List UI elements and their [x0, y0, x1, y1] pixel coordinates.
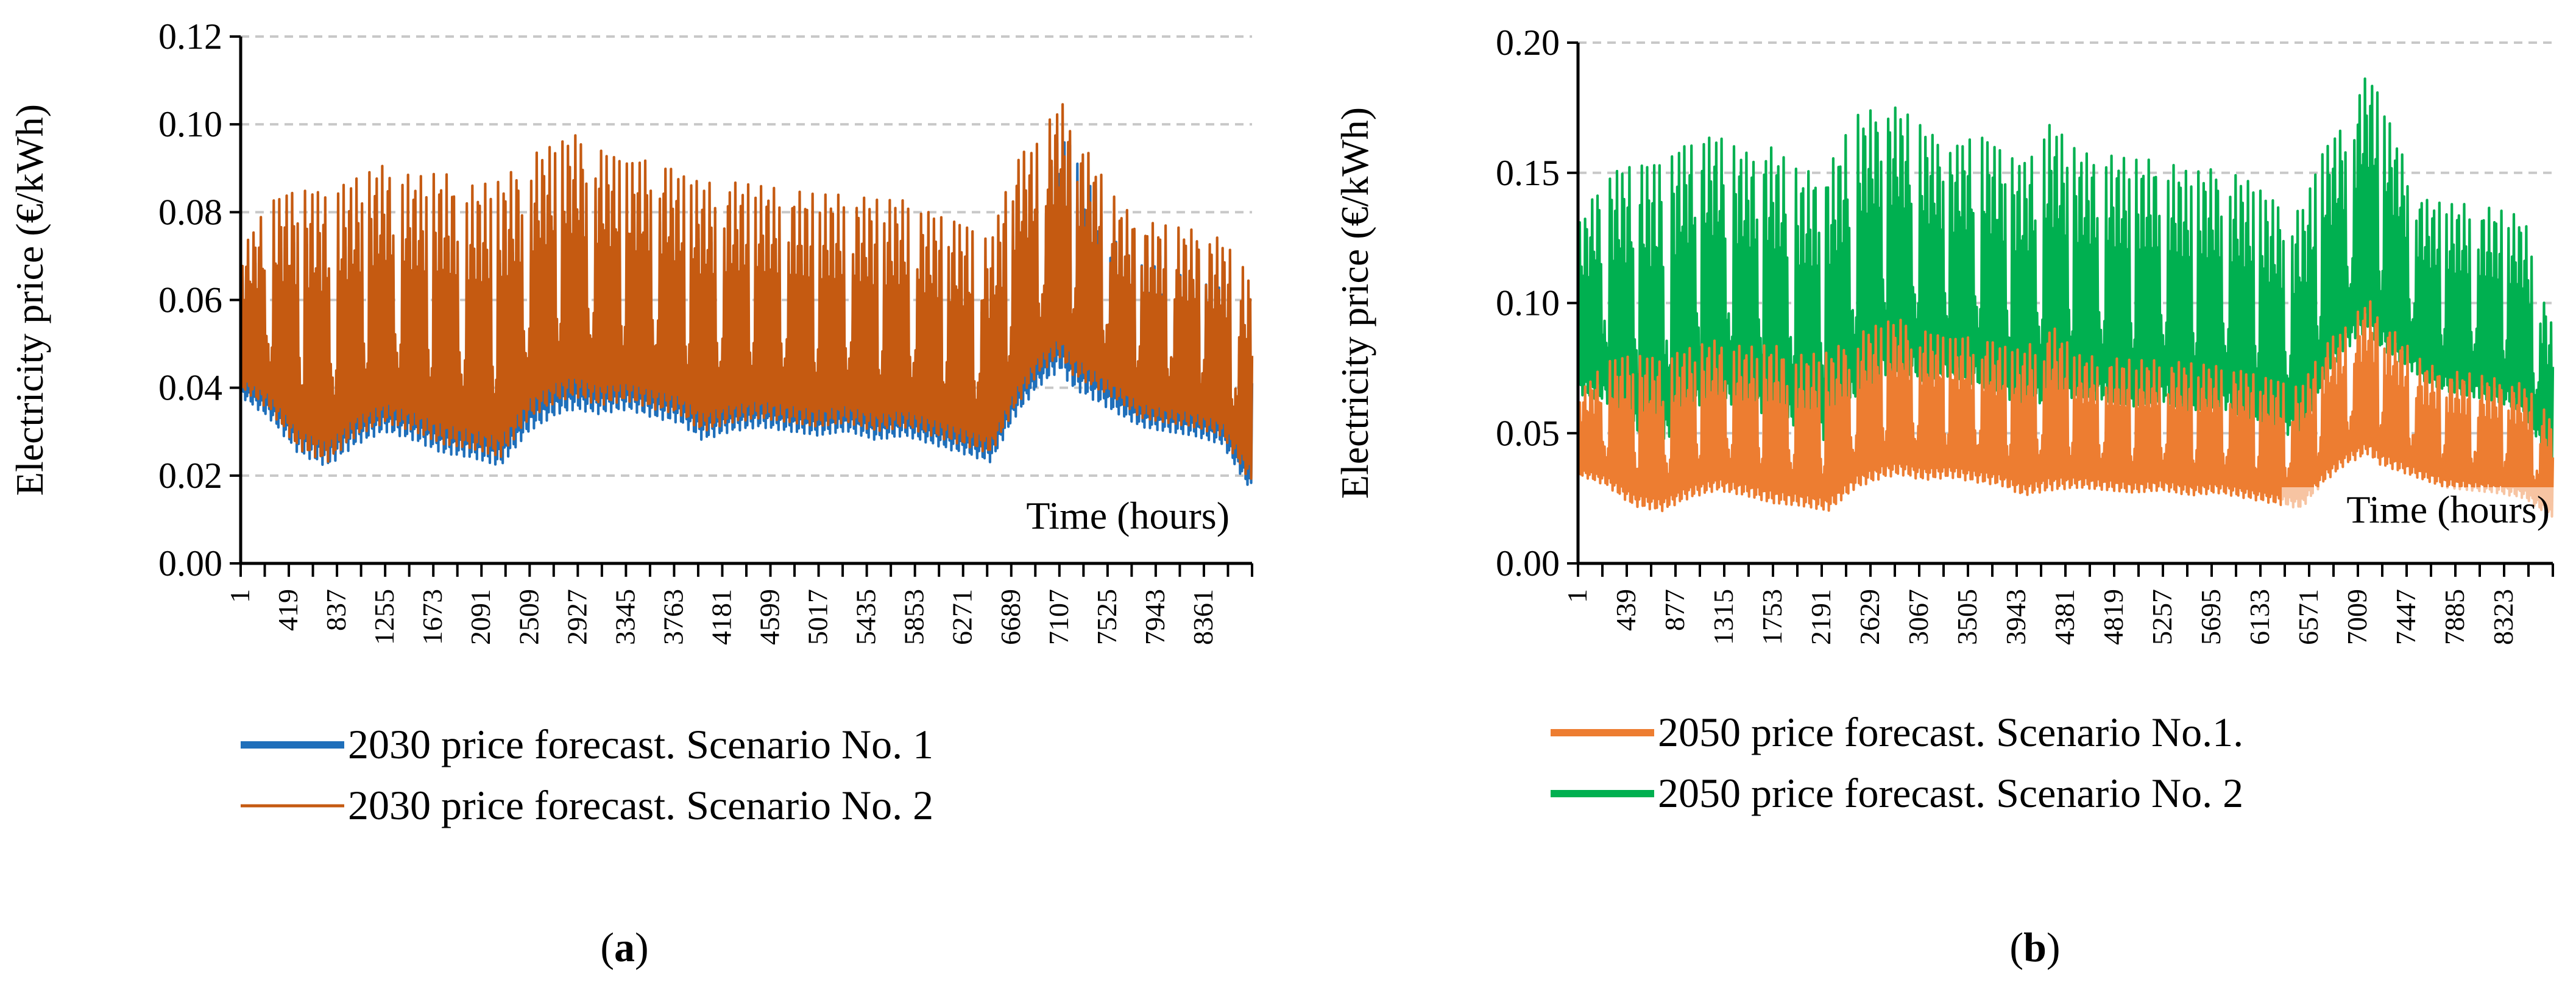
x-tick-label: 7525: [1091, 589, 1122, 645]
x-tick-label: 4599: [754, 589, 785, 645]
x-tick-label: 8323: [2488, 589, 2519, 645]
caption-b: (b): [2009, 924, 2060, 970]
x-tick-label: 6689: [995, 589, 1026, 645]
legend-label-1: 2050 price forecast. Scenario No.1.: [1658, 709, 2243, 755]
x-tick-label: 7107: [1043, 589, 1074, 645]
x-tick-label: 439: [1610, 589, 1641, 631]
x-tick-label: 1: [224, 589, 255, 603]
x-tick-label: 4819: [2098, 589, 2129, 645]
y-tick-label: 0.10: [1496, 283, 1560, 323]
y-tick-label: 0.08: [158, 192, 222, 232]
x-tick-label: 2091: [465, 589, 496, 645]
series-line-2: [239, 103, 1254, 480]
x-tick-label: 5853: [899, 589, 930, 645]
x-tick-label: 6571: [2293, 589, 2324, 645]
x-tick-label: 837: [320, 589, 352, 631]
x-tick-label: 1255: [369, 589, 400, 645]
chart-b: 0.00 0.05 0.10 0.15 0.20 1 439 877 1315 1753 2191 2…: [1333, 23, 2556, 970]
x-tick-label: 6271: [947, 589, 978, 645]
x-tick-label: 8361: [1187, 589, 1219, 645]
x-tick-label: 6133: [2244, 589, 2275, 645]
x-tick-label: 7885: [2439, 589, 2470, 645]
y-tick-label: 0.00: [158, 543, 222, 583]
x-axis-title: Time (hours): [2346, 488, 2550, 531]
y-tick-label: 0.15: [1496, 153, 1560, 193]
x-tick-label: 3763: [657, 589, 688, 645]
x-tick-label: 2509: [513, 589, 544, 645]
x-axis-title-bg: [2282, 487, 2556, 534]
y-tick-label: 0.05: [1496, 413, 1560, 453]
legend-label-2: 2030 price forecast. Scenario No. 2: [348, 782, 933, 828]
legend-label-2: 2050 price forecast. Scenario No. 2: [1658, 770, 2243, 816]
x-tick-label: 1753: [1757, 589, 1788, 645]
x-tick-label: 4181: [706, 589, 737, 645]
x-tick-label: 2629: [1854, 589, 1885, 645]
x-tick-label: 7009: [2341, 589, 2373, 645]
legend-label-1: 2030 price forecast. Scenario No. 1: [348, 721, 933, 767]
y-tick-label: 0.00: [1496, 543, 1560, 583]
x-tick-label: 419: [272, 589, 303, 631]
y-tick-label: 0.04: [158, 368, 222, 408]
x-tick-label: 3505: [1951, 589, 1983, 645]
x-tick-label: 3345: [609, 589, 640, 645]
x-axis-title: Time (hours): [1026, 494, 1230, 537]
y-tick-label: 0.20: [1496, 23, 1560, 63]
x-tick-label: 5257: [2146, 589, 2178, 645]
x-tick-label: 2191: [1805, 589, 1836, 645]
series-line-1: [1576, 77, 2555, 464]
chart-a: 0.00 0.02 0.04 0.06 0.08 0.10 0.12 1 419 837 1255 1…: [8, 16, 1254, 970]
x-tick-label: 7943: [1139, 589, 1170, 645]
x-axis-title-bg: [961, 493, 1236, 540]
y-tick-label: 0.02: [158, 456, 222, 496]
caption-a: (a): [600, 924, 648, 970]
y-tick-label: 0.10: [158, 104, 222, 144]
x-tick-label: 3943: [2000, 589, 2031, 645]
x-tick-label: 4381: [2049, 589, 2080, 645]
x-tick-label: 1315: [1708, 589, 1739, 645]
x-tick-label: 5017: [802, 589, 833, 645]
y-axis-title: Electricity price (€/kWh): [8, 104, 51, 496]
x-tick-label: 3067: [1903, 589, 1934, 645]
x-tick-label: 1: [1562, 589, 1593, 603]
x-tick-label: 5435: [851, 589, 882, 645]
y-tick-label: 0.06: [158, 280, 222, 320]
series-line-2: [1576, 300, 2555, 518]
y-tick-label: 0.12: [158, 16, 222, 57]
x-tick-label: 1673: [417, 589, 448, 645]
y-axis-title: Electricity price (€/kWh): [1333, 107, 1376, 499]
x-tick-label: 5695: [2195, 589, 2226, 645]
x-tick-label: 2927: [561, 589, 592, 645]
x-tick-label: 877: [1659, 589, 1690, 631]
x-tick-label: 7447: [2390, 589, 2421, 645]
